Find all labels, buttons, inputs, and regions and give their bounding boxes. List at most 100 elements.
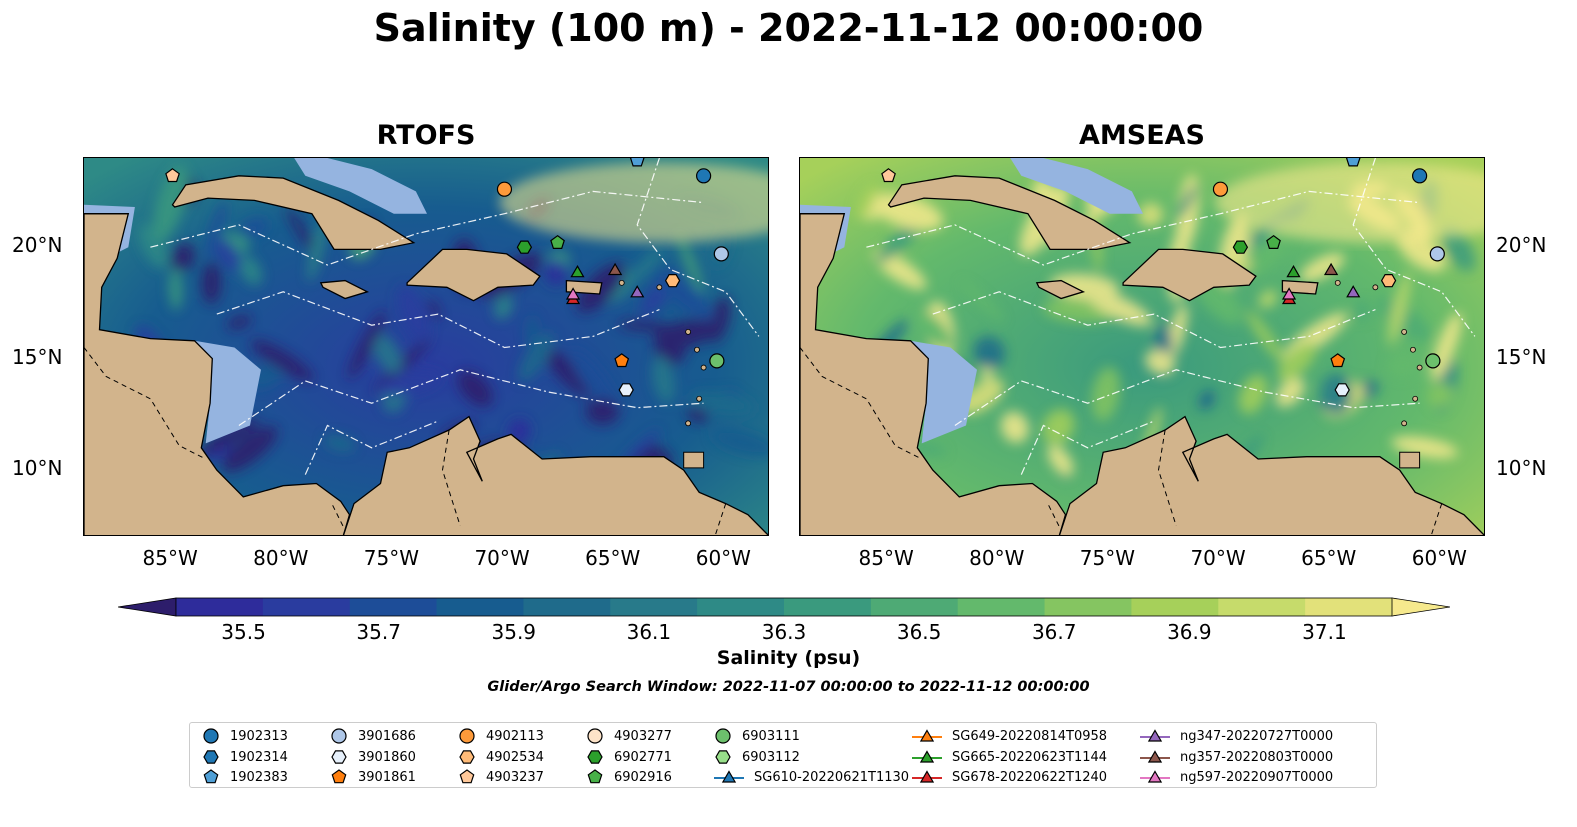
colorbar-tick-label: 36.1	[626, 620, 672, 644]
legend-item: 6903112	[712, 747, 800, 767]
legend-item: SG610-20220621T1130	[712, 767, 909, 787]
legend-label: ng347-20220727T0000	[1180, 728, 1334, 744]
observation-markers	[881, 158, 1445, 397]
legend-label: 6903112	[742, 749, 800, 765]
legend-item: 4902113	[456, 726, 544, 746]
triangle-marker-icon	[1140, 770, 1170, 783]
marker-4902113	[496, 181, 513, 197]
circle-marker-icon	[331, 728, 347, 744]
circle-marker-icon	[459, 728, 475, 744]
land	[84, 175, 768, 535]
legend-label: 6903111	[742, 728, 800, 744]
rtofs-map-canvas	[84, 158, 768, 535]
legend-label: 4903237	[486, 769, 544, 785]
marker-4902534	[1380, 273, 1397, 288]
legend-item: 1902313	[200, 726, 288, 746]
marker-4902534	[664, 273, 681, 288]
lat-tick-label-right: 15°N	[1496, 344, 1547, 369]
rtofs-map[interactable]	[83, 157, 769, 536]
marker-6902771	[1232, 240, 1249, 254]
legend-label: 6902771	[614, 749, 672, 765]
marker-ng357-20220803T0000	[607, 262, 623, 276]
colorbar-segment	[176, 598, 264, 616]
lon-tick-label: 80°W	[253, 546, 309, 570]
legend-item: 4903237	[456, 767, 544, 787]
legend-label: 6902916	[614, 769, 672, 785]
legend-label: 4902113	[486, 728, 544, 744]
marker-3901861	[1330, 353, 1346, 368]
land	[800, 175, 1484, 535]
legend-label: 3901861	[358, 769, 416, 785]
legend-label: SG610-20220621T1130	[754, 769, 910, 785]
marker-4903237	[881, 168, 896, 183]
marker-6902771	[516, 240, 533, 254]
colorbar-tick-label: 35.7	[356, 620, 401, 644]
marker-3901686	[1429, 246, 1445, 262]
lat-tick-label-left: 20°N	[12, 233, 63, 258]
legend-item: 3901860	[328, 747, 416, 767]
legend-item: 1902314	[200, 747, 288, 767]
legend-label: 1902383	[230, 769, 288, 785]
colorbar-segment	[436, 598, 525, 616]
triangle-marker-icon	[1140, 750, 1170, 763]
marker-ng597-20220907T0000	[565, 287, 581, 300]
lat-tick-label-right: 20°N	[1496, 233, 1547, 258]
marker-6902916	[1266, 234, 1281, 250]
legend-item: ng597-20220907T0000	[1138, 767, 1333, 787]
triangle-marker-icon	[912, 729, 942, 742]
legend-label: 4903277	[614, 728, 672, 744]
legend-item: 4902534	[456, 747, 544, 767]
hexagon-marker-icon	[459, 750, 475, 764]
hexagon-marker-icon	[715, 750, 731, 764]
legend-label: SG649-20220814T0958	[952, 728, 1108, 744]
legend-item: SG665-20220623T1144	[910, 747, 1107, 767]
colorbar-segment	[523, 598, 611, 616]
legend-item: 6903111	[712, 726, 800, 746]
pentagon-marker-icon	[459, 769, 475, 784]
legend-item: 1902383	[200, 767, 288, 787]
lon-tick-label: 70°W	[1190, 546, 1246, 570]
lon-tick-label: 75°W	[363, 546, 420, 570]
marker-3901860	[618, 383, 634, 397]
marker-1902383	[1345, 158, 1361, 167]
amseas-map-canvas	[800, 158, 1484, 535]
colorbar-tick-label: 35.5	[221, 620, 266, 644]
hexagon-marker-icon	[331, 750, 347, 764]
marker-3901861	[614, 353, 630, 368]
marker-SG665-20220623T1144	[1286, 264, 1301, 278]
legend-label: 1902313	[230, 728, 288, 744]
country-borders	[800, 347, 1443, 535]
marker-6902916	[550, 234, 565, 250]
colorbar-ticks: 35.5 35.7 35.9 36.1 36.3 36.5 36.7 36.9 37.1	[0, 620, 1577, 650]
pentagon-marker-icon	[587, 769, 603, 784]
marker-ng347-20220727T0000	[1346, 285, 1361, 298]
legend-item: 3901686	[328, 726, 416, 746]
colorbar-segment	[697, 598, 785, 616]
eez-boundaries	[150, 158, 760, 475]
legend-label: 3901860	[358, 749, 416, 765]
triangle-marker-icon	[912, 750, 942, 763]
marker-1902313	[1412, 168, 1428, 184]
triangle-marker-icon	[714, 770, 744, 783]
legend-label: SG665-20220623T1144	[952, 749, 1108, 765]
figure-title: Salinity (100 m) - 2022-11-12 00:00:00	[373, 6, 1204, 50]
triangle-marker-icon	[1140, 729, 1170, 742]
marker-1902383	[629, 158, 645, 167]
pentagon-marker-icon	[331, 769, 347, 784]
lon-tick-label: 65°W	[585, 546, 641, 570]
legend-item: SG678-20220622T1240	[910, 767, 1107, 787]
colorbar-segment	[1305, 598, 1393, 616]
marker-3901686	[713, 246, 729, 262]
colorbar-segment	[1044, 598, 1133, 616]
colorbar-segment	[610, 598, 698, 616]
legend-item: ng347-20220727T0000	[1138, 726, 1333, 746]
lon-tick-label: 60°W	[1411, 546, 1467, 570]
marker-3901860	[1334, 383, 1350, 397]
lon-tick-label: 80°W	[969, 546, 1025, 570]
legend-item: 6902916	[584, 767, 672, 787]
amseas-map[interactable]	[799, 157, 1485, 536]
legend-label: 1902314	[230, 749, 288, 765]
observation-markers	[165, 158, 729, 397]
legend-item: 6902771	[584, 747, 672, 767]
legend-label: ng357-20220803T0000	[1180, 749, 1334, 765]
